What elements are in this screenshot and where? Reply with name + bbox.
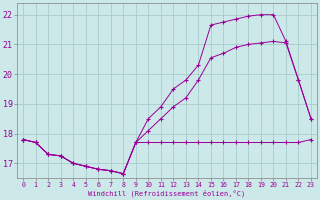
X-axis label: Windchill (Refroidissement éolien,°C): Windchill (Refroidissement éolien,°C)	[88, 190, 246, 197]
